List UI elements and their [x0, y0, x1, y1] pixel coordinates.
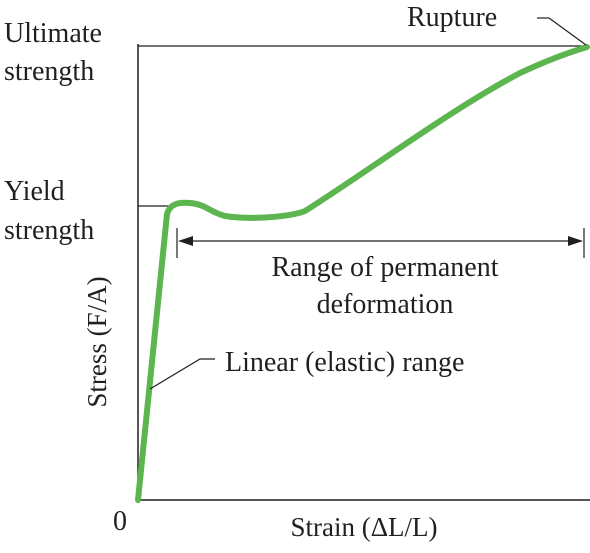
linear-range-leader	[149, 358, 215, 390]
range-label-line2: deformation	[317, 289, 454, 320]
range-label-line1: Range of permanent	[271, 252, 498, 283]
yield-label-line1: Yield	[4, 176, 65, 207]
rupture-label: Rupture	[407, 2, 497, 33]
linear-range-label: Linear (elastic) range	[225, 347, 464, 378]
rupture-leader-2	[548, 17, 587, 46]
y-axis-label: Stress (F/A)	[82, 276, 112, 407]
ultimate-label-line2: strength	[4, 56, 94, 87]
ultimate-label-line1: Ultimate	[4, 18, 102, 49]
x-axis-label: Strain (ΔL/L)	[290, 512, 437, 542]
stress-strain-curve	[135, 44, 590, 503]
range-arrow-left-head	[178, 236, 193, 246]
yield-label-line2: strength	[4, 215, 94, 246]
range-arrow-right-head	[568, 236, 583, 246]
origin-label: 0	[113, 506, 127, 537]
